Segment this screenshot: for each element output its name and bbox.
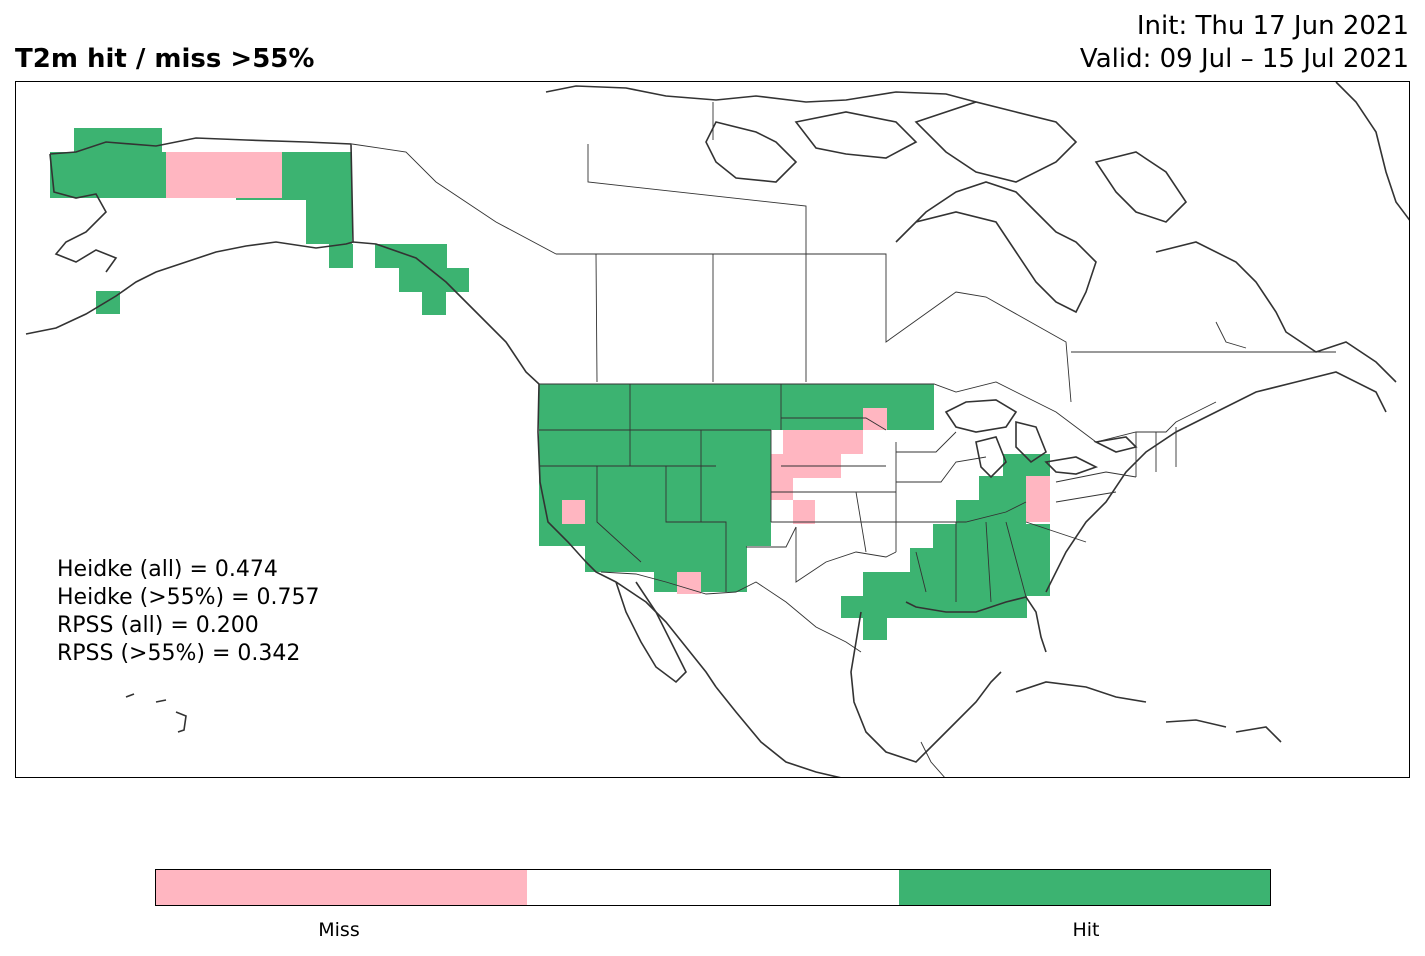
hit-cell (933, 524, 1050, 548)
hit-cell (306, 200, 352, 244)
miss-cells (166, 152, 1050, 594)
hit-cell (863, 572, 1050, 596)
miss-cell (863, 408, 887, 430)
colorbar-hit-segment (898, 870, 1270, 905)
score-annotations: Heidke (all) = 0.474 Heidke (>55%) = 0.7… (57, 556, 320, 668)
political-borders (351, 102, 1336, 777)
colorbar-miss-label: Miss (318, 919, 360, 941)
hit-cell (910, 548, 1050, 572)
init-date: Init: Thu 17 Jun 2021 (1136, 11, 1409, 41)
score-heidke-all: Heidke (all) = 0.474 (57, 557, 278, 582)
miss-cell (783, 430, 863, 454)
hit-cell (422, 292, 446, 315)
miss-cell (677, 572, 701, 594)
hit-cell (956, 500, 1026, 524)
north-america-map (25, 82, 1409, 777)
hit-cell (329, 244, 353, 268)
hit-cell (863, 618, 887, 640)
miss-cell (1026, 476, 1050, 522)
colorbar-hit-label: Hit (1072, 919, 1100, 941)
score-rpss-55: RPSS (>55%) = 0.342 (57, 641, 301, 666)
hit-cell (96, 291, 120, 314)
hit-cell (841, 596, 1027, 618)
valid-date: Valid: 09 Jul – 15 Jul 2021 (1079, 44, 1409, 74)
hit-cell (282, 152, 352, 176)
colorbar-miss-segment (156, 870, 528, 905)
hit-cell (585, 522, 771, 546)
miss-cell (166, 152, 282, 198)
miss-cell (562, 500, 585, 524)
map-panel (15, 81, 1410, 778)
date-header: Init: Thu 17 Jun 2021 Valid: 09 Jul – 15… (1080, 10, 1409, 76)
miss-cell (793, 500, 815, 524)
hit-cell (1003, 454, 1026, 476)
miss-cell (771, 476, 793, 500)
hit-cell (50, 152, 166, 198)
score-rpss-all: RPSS (all) = 0.200 (57, 613, 259, 638)
hit-cell (700, 476, 770, 500)
hit-cell (979, 476, 1026, 500)
map-title: T2m hit / miss >55% (15, 44, 315, 74)
score-heidke-55: Heidke (>55%) = 0.757 (57, 585, 320, 610)
hit-cell (863, 384, 934, 408)
colorbar-neutral-segment (527, 870, 899, 905)
colorbar (155, 869, 1271, 906)
